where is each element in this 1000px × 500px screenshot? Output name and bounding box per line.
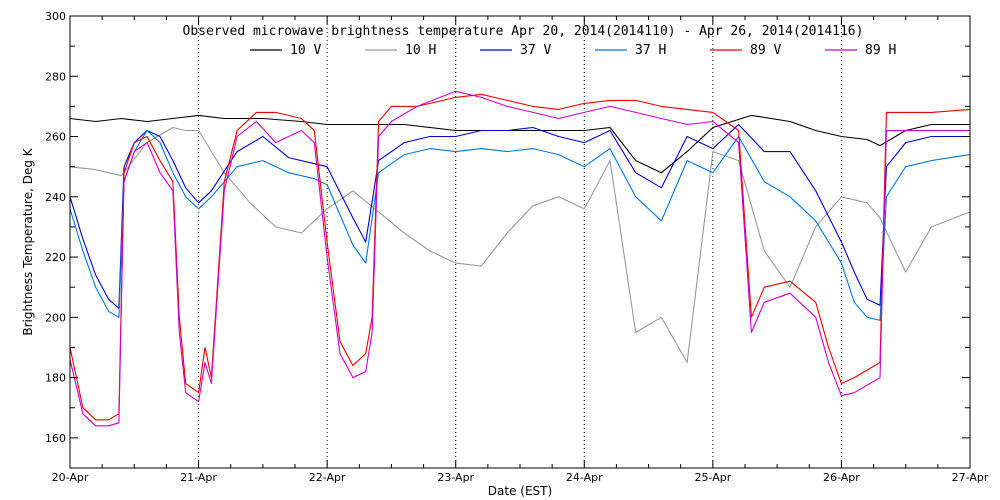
y-tick-label: 180 xyxy=(45,372,66,385)
legend-label: 37 V xyxy=(520,43,551,58)
series-line-89-v xyxy=(69,93,971,421)
y-tick-label: 300 xyxy=(45,10,66,23)
legend-item: 10 V xyxy=(250,43,321,58)
x-tick-label: 26-Apr xyxy=(823,471,860,484)
y-tick-label: 280 xyxy=(45,70,66,83)
legend-label: 89 H xyxy=(865,43,896,58)
legend-item: 89 V xyxy=(710,43,781,58)
series-line-89-h xyxy=(69,90,970,427)
legend-item: 10 H xyxy=(365,43,436,58)
x-tick-label: 23-Apr xyxy=(437,471,474,484)
legend-item: 37 H xyxy=(595,43,666,58)
y-tick-label: 260 xyxy=(45,131,66,144)
legend: 10 V 10 H 37 V 37 H 89 V 89 H xyxy=(250,43,896,58)
legend-label: 37 H xyxy=(635,43,666,58)
y-axis-label: Brightness Temperature, Deg K xyxy=(21,147,35,335)
series-layer xyxy=(69,90,971,427)
legend-item: 89 H xyxy=(825,43,896,58)
series-line-37-v xyxy=(69,123,970,309)
y-tick-label: 240 xyxy=(45,191,66,204)
x-tick-label: 24-Apr xyxy=(566,471,603,484)
legend-label: 10 V xyxy=(290,43,321,58)
x-tick-label: 27-Apr xyxy=(952,471,989,484)
x-tick-label: 20-Apr xyxy=(52,471,89,484)
legend-label: 89 V xyxy=(750,43,781,58)
y-tick-label: 220 xyxy=(45,251,66,264)
x-tick-label: 25-Apr xyxy=(694,471,731,484)
legend-label: 10 H xyxy=(405,43,436,58)
series-line-37-h xyxy=(69,129,971,321)
x-tick-label: 22-Apr xyxy=(309,471,346,484)
legend-item: 37 V xyxy=(480,43,551,58)
chart-title: Observed microwave brightness temperatur… xyxy=(183,24,864,39)
tick-layer: 160 180 200 220 240 260 280 300 20-Apr 21-Apr 22-A… xyxy=(45,10,989,484)
x-axis-label: Date (EST) xyxy=(488,484,552,498)
series-line-10-h xyxy=(69,126,971,364)
x-tick-label: 21-Apr xyxy=(180,471,217,484)
series-line-10-v xyxy=(69,114,970,174)
y-tick-label: 160 xyxy=(45,432,66,445)
y-tick-label: 200 xyxy=(45,311,66,324)
